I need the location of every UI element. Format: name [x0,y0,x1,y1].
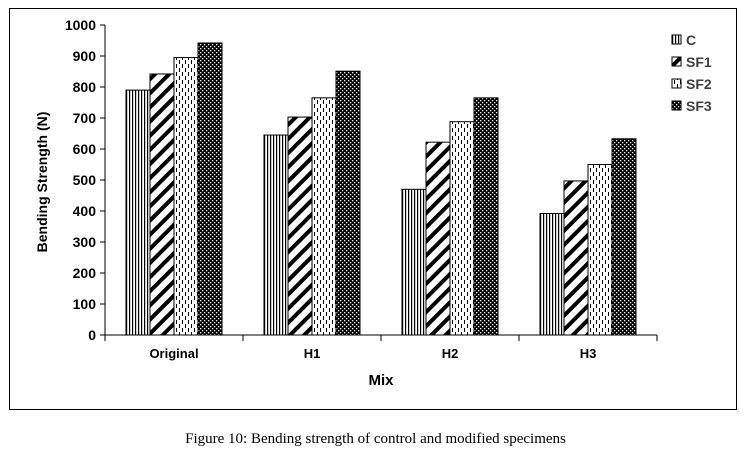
legend-label-sf1: SF1 [686,54,712,70]
bar-sf3-h3 [611,138,637,336]
bar-sf1-h3 [563,180,589,336]
y-axis-title: Bending Strength (N) [34,112,50,253]
legend-label-c: C [686,32,696,48]
legend-label-sf3: SF3 [686,98,712,114]
y-tick-label: 400 [73,203,97,219]
bar-c-h2 [401,188,427,336]
x-axis-title: Mix [368,372,394,389]
y-tick-label: 1000 [65,17,96,33]
y-tick-label: 600 [73,141,97,157]
bar-sf3-h1 [335,70,361,336]
legend-label-sf2: SF2 [686,76,712,92]
bar-c-h1 [263,134,289,336]
plot-area: 0 100 200 300 400 500 600 700 800 900 1000 Original… [65,17,658,361]
bar-sf1-h1 [287,116,313,336]
bar-sf1-h2 [425,141,451,336]
bar-sf1-original [149,73,175,336]
y-tick-label: 800 [73,79,97,95]
x-tick-label: H2 [442,346,459,361]
y-tick-label: 0 [88,327,96,343]
bar-c-original [125,89,151,336]
bar-sf3-h2 [473,97,499,336]
legend-swatch-sf1 [671,56,682,67]
legend-swatch-c [671,34,682,45]
bar-sf2-h3 [587,164,613,336]
bar-sf2-h2 [449,121,475,336]
legend: C SF1 SF2 SF3 [671,32,712,114]
bar-sf3-original [197,42,223,336]
y-tick-label: 900 [73,48,97,64]
bar-c-h3 [539,212,565,336]
figure-caption: Figure 10: Bending strength of control a… [185,431,566,447]
x-tick-label: Original [149,346,198,361]
y-tick-label: 100 [73,296,97,312]
x-tick-label: H3 [580,346,597,361]
legend-swatch-sf2 [671,78,682,89]
y-tick-label: 300 [73,234,97,250]
bar-sf2-original [173,57,199,336]
x-tick-label: H1 [304,346,321,361]
legend-swatch-sf3 [671,100,682,111]
y-tick-label: 700 [73,110,97,126]
y-tick-label: 500 [73,172,97,188]
bar-sf2-h1 [311,97,337,336]
y-tick-label: 200 [73,265,97,281]
bar-chart: 0 100 200 300 400 500 600 700 800 900 1000 Original… [34,17,712,389]
